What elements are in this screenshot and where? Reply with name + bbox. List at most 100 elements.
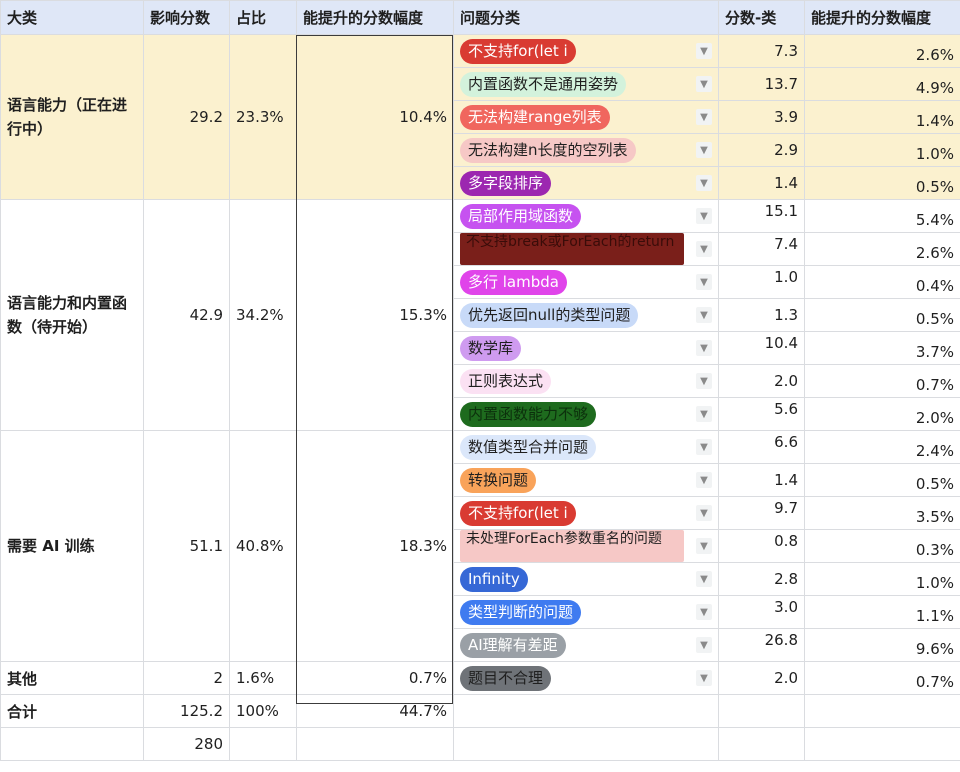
score-cell[interactable]: 7.3 [718, 34, 805, 68]
issue-cell[interactable]: 题目不合理 ▼ [453, 661, 719, 695]
header-uplift[interactable]: 能提升的分数幅度 [296, 0, 454, 35]
issue-dropdown[interactable]: 多字段排序 ▼ [460, 168, 712, 199]
uplift-cell[interactable]: 1.1% [804, 595, 960, 629]
empty-cell[interactable] [0, 727, 144, 761]
issue-dropdown[interactable]: 内置函数能力不够 ▼ [460, 399, 712, 430]
issue-cell[interactable]: 无法构建range列表 ▼ [453, 100, 719, 134]
score-cell[interactable]: 1.4 [718, 463, 805, 497]
empty-cell[interactable] [296, 727, 454, 761]
category-cell[interactable]: 其他 [0, 661, 144, 695]
uplift-cell[interactable]: 3.5% [804, 496, 960, 530]
uplift-cell[interactable]: 10.4% [296, 34, 454, 200]
ratio-cell[interactable]: 34.2% [229, 199, 297, 431]
ratio-cell[interactable]: 23.3% [229, 34, 297, 200]
issue-cell[interactable]: 多行 lambda ▼ [453, 265, 719, 299]
uplift-cell[interactable]: 15.3% [296, 199, 454, 431]
uplift-cell[interactable]: 18.3% [296, 430, 454, 662]
empty-cell[interactable] [229, 727, 297, 761]
score-cell[interactable]: 1.0 [718, 265, 805, 299]
score-cell[interactable]: 0.8 [718, 529, 805, 563]
chevron-down-icon[interactable]: ▼ [696, 340, 712, 356]
issue-dropdown[interactable]: AI理解有差距 ▼ [460, 630, 712, 661]
score-cell[interactable]: 1.4 [718, 166, 805, 200]
issue-dropdown[interactable]: 无法构建n长度的空列表 ▼ [460, 135, 712, 166]
chevron-down-icon[interactable]: ▼ [696, 76, 712, 92]
issue-cell[interactable]: 不支持for(let i ▼ [453, 496, 719, 530]
chevron-down-icon[interactable]: ▼ [696, 43, 712, 59]
chevron-down-icon[interactable]: ▼ [696, 241, 712, 257]
score-cell[interactable]: 2.0 [718, 661, 805, 695]
score-cell[interactable]: 15.1 [718, 199, 805, 233]
issue-dropdown[interactable]: 内置函数不是通用姿势 ▼ [460, 69, 712, 100]
header-impact[interactable]: 影响分数 [143, 0, 230, 35]
uplift-cell[interactable]: 0.7% [296, 661, 454, 695]
chevron-down-icon[interactable]: ▼ [696, 472, 712, 488]
issue-cell[interactable]: 多字段排序 ▼ [453, 166, 719, 200]
score-cell[interactable]: 10.4 [718, 331, 805, 365]
header-issue[interactable]: 问题分类 [453, 0, 719, 35]
chevron-down-icon[interactable]: ▼ [696, 109, 712, 125]
score-cell[interactable]: 3.0 [718, 595, 805, 629]
issue-cell[interactable]: 不支持for(let i ▼ [453, 34, 719, 68]
issue-dropdown[interactable]: 题目不合理 ▼ [460, 663, 712, 694]
issue-cell[interactable]: 未处理ForEach参数重名的问题 ▼ [453, 529, 719, 563]
uplift-cell[interactable]: 2.6% [804, 34, 960, 68]
header-score[interactable]: 分数-类 [718, 0, 805, 35]
category-cell[interactable]: 语言能力和内置函数（待开始） [0, 199, 144, 431]
empty-cell[interactable] [718, 727, 805, 761]
chevron-down-icon[interactable]: ▼ [696, 670, 712, 686]
total-impact[interactable]: 125.2 [143, 694, 230, 728]
uplift-cell[interactable]: 4.9% [804, 67, 960, 101]
issue-cell[interactable]: 优先返回null的类型问题 ▼ [453, 298, 719, 332]
total-uplift[interactable]: 44.7% [296, 694, 454, 728]
issue-cell[interactable]: 内置函数能力不够 ▼ [453, 397, 719, 431]
total-label[interactable]: 合计 [0, 694, 144, 728]
issue-dropdown[interactable]: 局部作用域函数 ▼ [460, 201, 712, 232]
issue-dropdown[interactable]: 类型判断的问题 ▼ [460, 597, 712, 628]
issue-cell[interactable]: AI理解有差距 ▼ [453, 628, 719, 662]
category-cell[interactable]: 语言能力（正在进行中） [0, 34, 144, 200]
issue-dropdown[interactable]: 正则表达式 ▼ [460, 366, 712, 397]
issue-cell[interactable]: 不支持break或ForEach的return ▼ [453, 232, 719, 266]
extra-impact[interactable]: 280 [143, 727, 230, 761]
score-cell[interactable]: 3.9 [718, 100, 805, 134]
issue-dropdown[interactable]: 未处理ForEach参数重名的问题 ▼ [460, 530, 712, 562]
issue-cell[interactable]: 内置函数不是通用姿势 ▼ [453, 67, 719, 101]
score-cell[interactable]: 5.6 [718, 397, 805, 431]
impact-cell[interactable]: 29.2 [143, 34, 230, 200]
header-ratio[interactable]: 占比 [229, 0, 297, 35]
uplift-cell[interactable]: 2.4% [804, 430, 960, 464]
chevron-down-icon[interactable]: ▼ [696, 142, 712, 158]
issue-cell[interactable]: Infinity ▼ [453, 562, 719, 596]
empty-cell[interactable] [718, 694, 805, 728]
issue-dropdown[interactable]: 转换问题 ▼ [460, 465, 712, 496]
score-cell[interactable]: 2.8 [718, 562, 805, 596]
impact-cell[interactable]: 2 [143, 661, 230, 695]
uplift-cell[interactable]: 0.7% [804, 364, 960, 398]
issue-dropdown[interactable]: 数学库 ▼ [460, 333, 712, 364]
uplift-cell[interactable]: 2.0% [804, 397, 960, 431]
issue-cell[interactable]: 类型判断的问题 ▼ [453, 595, 719, 629]
score-cell[interactable]: 1.3 [718, 298, 805, 332]
uplift-cell[interactable]: 0.5% [804, 463, 960, 497]
chevron-down-icon[interactable]: ▼ [696, 175, 712, 191]
issue-cell[interactable]: 正则表达式 ▼ [453, 364, 719, 398]
chevron-down-icon[interactable]: ▼ [696, 373, 712, 389]
issue-dropdown[interactable]: 不支持break或ForEach的return ▼ [460, 233, 712, 265]
score-cell[interactable]: 26.8 [718, 628, 805, 662]
chevron-down-icon[interactable]: ▼ [696, 406, 712, 422]
chevron-down-icon[interactable]: ▼ [696, 538, 712, 554]
chevron-down-icon[interactable]: ▼ [696, 439, 712, 455]
score-cell[interactable]: 13.7 [718, 67, 805, 101]
impact-cell[interactable]: 42.9 [143, 199, 230, 431]
issue-dropdown[interactable]: Infinity ▼ [460, 564, 712, 595]
empty-cell[interactable] [804, 694, 960, 728]
issue-cell[interactable]: 数值类型合并问题 ▼ [453, 430, 719, 464]
issue-cell[interactable]: 转换问题 ▼ [453, 463, 719, 497]
empty-cell[interactable] [453, 694, 719, 728]
uplift-cell[interactable]: 1.0% [804, 562, 960, 596]
chevron-down-icon[interactable]: ▼ [696, 307, 712, 323]
uplift-cell[interactable]: 2.6% [804, 232, 960, 266]
issue-cell[interactable]: 数学库 ▼ [453, 331, 719, 365]
issue-dropdown[interactable]: 优先返回null的类型问题 ▼ [460, 300, 712, 331]
